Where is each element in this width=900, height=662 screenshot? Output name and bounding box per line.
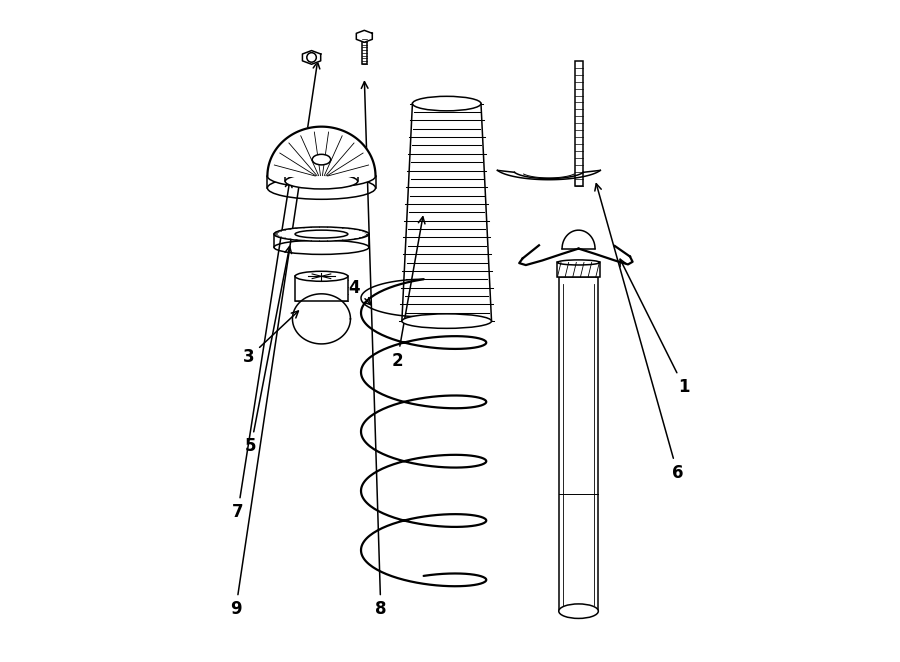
Ellipse shape xyxy=(285,173,357,189)
Text: 3: 3 xyxy=(243,311,299,366)
Circle shape xyxy=(307,53,316,62)
Polygon shape xyxy=(356,30,373,42)
Polygon shape xyxy=(302,50,320,64)
Ellipse shape xyxy=(312,154,330,165)
Bar xyxy=(559,277,598,611)
Bar xyxy=(295,276,347,301)
Text: 2: 2 xyxy=(392,216,425,369)
Ellipse shape xyxy=(274,240,369,254)
Ellipse shape xyxy=(267,165,375,187)
Ellipse shape xyxy=(295,230,347,238)
Bar xyxy=(574,61,582,186)
Bar xyxy=(362,36,367,64)
Ellipse shape xyxy=(285,166,357,181)
Text: 9: 9 xyxy=(230,62,320,618)
Ellipse shape xyxy=(402,314,491,328)
Bar xyxy=(557,262,599,277)
Text: 4: 4 xyxy=(348,279,371,305)
Text: 7: 7 xyxy=(232,181,292,521)
Text: 6: 6 xyxy=(595,183,683,482)
Ellipse shape xyxy=(412,96,481,111)
Text: 1: 1 xyxy=(620,260,689,396)
Text: 8: 8 xyxy=(361,81,386,618)
Ellipse shape xyxy=(557,260,599,265)
Text: 5: 5 xyxy=(245,246,292,455)
Polygon shape xyxy=(267,126,375,176)
Polygon shape xyxy=(498,170,600,179)
Ellipse shape xyxy=(267,177,375,199)
Ellipse shape xyxy=(274,227,369,241)
Ellipse shape xyxy=(559,604,598,618)
Polygon shape xyxy=(292,294,350,344)
Ellipse shape xyxy=(295,271,347,281)
